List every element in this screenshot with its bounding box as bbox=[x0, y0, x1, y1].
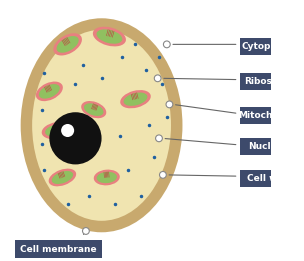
FancyBboxPatch shape bbox=[240, 73, 297, 90]
Circle shape bbox=[156, 135, 162, 142]
Text: Nucleus: Nucleus bbox=[248, 142, 289, 151]
Circle shape bbox=[154, 75, 161, 82]
Ellipse shape bbox=[45, 124, 69, 137]
Text: Ribosome: Ribosome bbox=[244, 77, 293, 86]
Ellipse shape bbox=[21, 18, 182, 232]
Ellipse shape bbox=[57, 36, 79, 53]
Ellipse shape bbox=[53, 33, 82, 56]
Text: Cell membrane: Cell membrane bbox=[20, 245, 97, 254]
Circle shape bbox=[61, 124, 74, 137]
Ellipse shape bbox=[52, 171, 73, 184]
Circle shape bbox=[164, 41, 170, 48]
Text: Mitochondrion: Mitochondrion bbox=[238, 111, 304, 120]
Ellipse shape bbox=[49, 169, 76, 186]
Circle shape bbox=[166, 101, 173, 108]
Ellipse shape bbox=[97, 172, 117, 183]
Ellipse shape bbox=[120, 90, 151, 108]
FancyBboxPatch shape bbox=[240, 138, 297, 155]
Circle shape bbox=[49, 112, 102, 164]
FancyBboxPatch shape bbox=[240, 38, 297, 55]
FancyBboxPatch shape bbox=[240, 170, 297, 187]
FancyBboxPatch shape bbox=[240, 107, 304, 124]
Ellipse shape bbox=[81, 101, 106, 118]
Ellipse shape bbox=[96, 29, 122, 44]
Ellipse shape bbox=[93, 27, 126, 46]
Ellipse shape bbox=[36, 81, 63, 101]
Ellipse shape bbox=[124, 92, 147, 106]
Ellipse shape bbox=[84, 103, 103, 116]
FancyBboxPatch shape bbox=[16, 240, 102, 258]
Ellipse shape bbox=[94, 170, 120, 185]
Ellipse shape bbox=[39, 84, 60, 99]
Circle shape bbox=[82, 228, 89, 234]
Ellipse shape bbox=[31, 29, 172, 222]
Text: Cytoplasm: Cytoplasm bbox=[242, 42, 295, 51]
Ellipse shape bbox=[42, 122, 73, 139]
Text: Cell wall: Cell wall bbox=[247, 174, 290, 183]
Circle shape bbox=[160, 171, 166, 178]
